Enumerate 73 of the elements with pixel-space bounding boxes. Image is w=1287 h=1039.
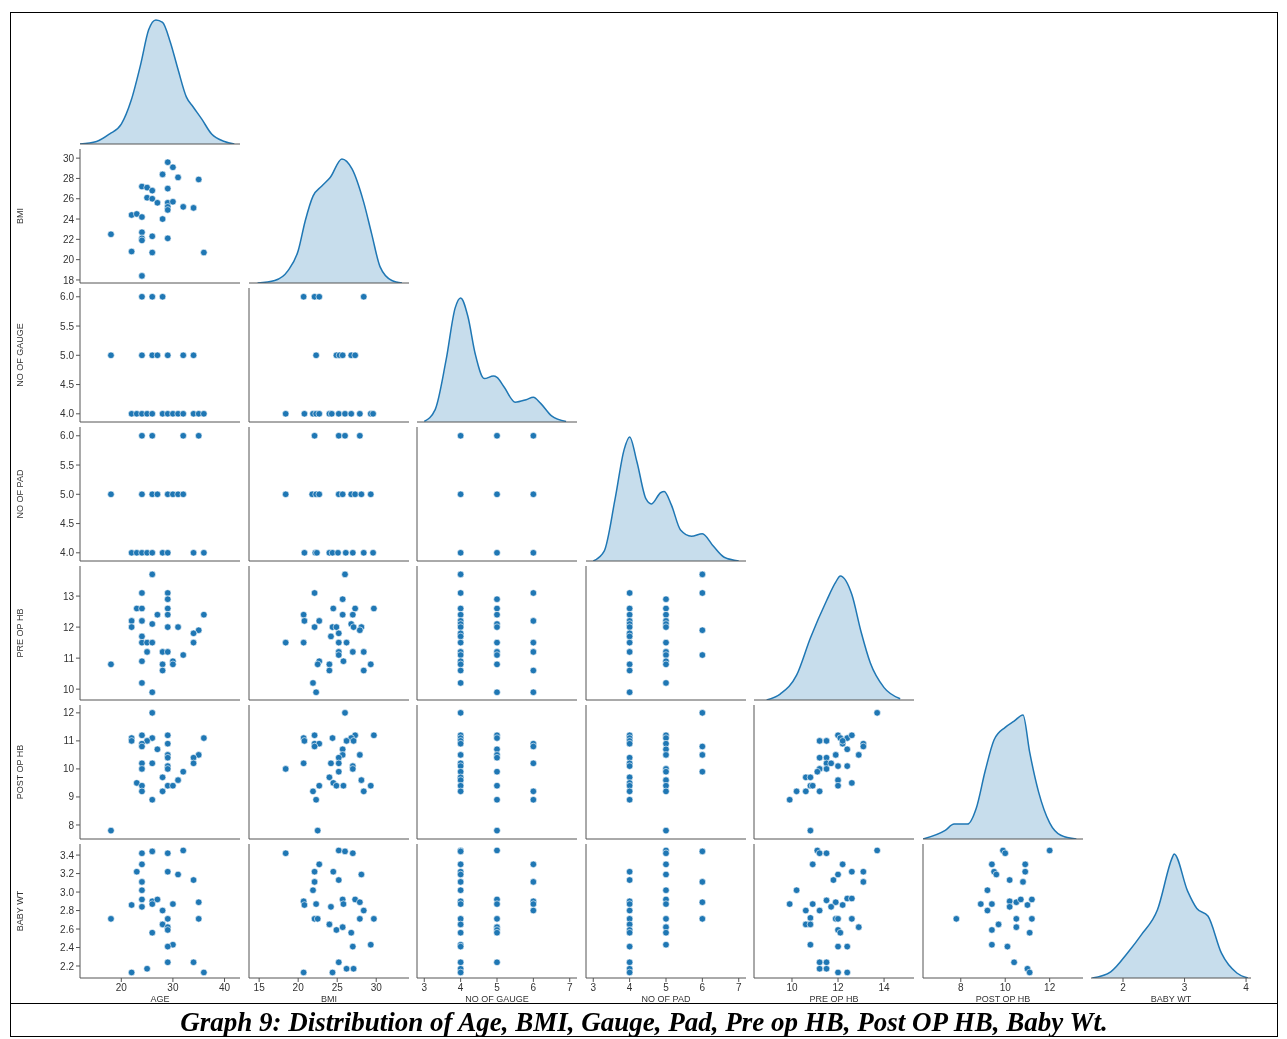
y-tick-label: 2.6 — [60, 923, 75, 935]
y-tick-label: 5.0 — [60, 488, 75, 500]
x-tick-label: 25 — [331, 982, 343, 994]
x-axis-title: AGE — [150, 994, 170, 1004]
x-tick-label: 5 — [662, 982, 669, 994]
y-tick-label: 4.5 — [60, 518, 75, 530]
x-tick-label: 4 — [457, 982, 464, 994]
x-tick-label: 7 — [735, 982, 742, 994]
caption: Graph 9: Distribution of Age, BMI, Gauge, Pad, Pre op HB, Post OP HB, Baby Wt. — [180, 1007, 1108, 1037]
x-axis-title: BMI — [320, 994, 337, 1004]
x-tick-label: 30 — [370, 982, 382, 994]
y-tick-label: 2.8 — [60, 905, 75, 917]
y-tick-label: 4.0 — [60, 408, 75, 420]
x-tick-label: 20 — [292, 982, 304, 994]
x-tick-label: 2 — [1120, 982, 1127, 994]
x-tick-label: 10 — [786, 982, 798, 994]
y-tick-label: 2.4 — [60, 942, 75, 954]
x-tick-label: 8 — [957, 982, 964, 994]
y-axis-title: PRE OP HB — [15, 608, 26, 658]
x-tick-label: 12 — [832, 982, 845, 994]
x-axis-title: BABY WT — [1150, 994, 1192, 1004]
y-tick-label: 9 — [68, 791, 75, 803]
y-axis-title: POST OP HB — [15, 744, 26, 800]
x-tick-label: 6 — [699, 982, 706, 994]
x-tick-label: 14 — [878, 982, 891, 994]
x-tick-label: 5 — [494, 982, 501, 994]
y-axis-title: NO OF GAUGE — [15, 323, 26, 387]
x-axis-title: NO OF PAD — [641, 994, 691, 1004]
y-tick-label: 6.0 — [60, 291, 75, 303]
y-tick-label: 18 — [62, 274, 75, 286]
x-tick-label: 7 — [566, 982, 573, 994]
y-tick-label: 28 — [62, 172, 75, 184]
y-tick-label: 11 — [63, 735, 75, 747]
y-tick-label: 4.5 — [60, 379, 75, 391]
y-tick-label: 13 — [62, 590, 75, 602]
y-tick-label: 11 — [63, 652, 75, 664]
y-tick-label: 26 — [62, 193, 75, 205]
y-tick-label: 20 — [62, 254, 75, 266]
y-tick-label: 24 — [62, 213, 75, 225]
x-tick-label: 30 — [167, 982, 179, 994]
y-tick-label: 5.5 — [60, 459, 75, 471]
y-tick-label: 3.4 — [60, 849, 75, 861]
y-tick-label: 12 — [62, 707, 75, 719]
y-tick-label: 6.0 — [60, 430, 75, 442]
x-tick-label: 20 — [115, 982, 128, 994]
y-tick-label: 22 — [62, 233, 75, 245]
y-tick-label: 3.0 — [60, 886, 75, 898]
y-tick-label: 4.0 — [60, 547, 75, 559]
x-tick-label: 4 — [626, 982, 633, 994]
x-tick-label: 3 — [1181, 982, 1188, 994]
y-tick-label: 10 — [62, 683, 75, 695]
y-axis-title: BMI — [15, 207, 26, 225]
y-tick-label: 12 — [62, 621, 75, 633]
y-tick-label: 3.2 — [60, 868, 75, 880]
y-tick-label: 10 — [62, 763, 75, 775]
x-tick-label: 10 — [999, 982, 1011, 994]
y-tick-label: 5.0 — [60, 349, 75, 361]
x-tick-label: 3 — [589, 982, 596, 994]
y-tick-label: 2.2 — [60, 960, 75, 972]
x-tick-label: 40 — [218, 982, 231, 994]
y-tick-label: 8 — [68, 819, 75, 831]
x-tick-label: 15 — [253, 982, 265, 994]
y-tick-label: 30 — [62, 152, 75, 164]
x-axis-title: PRE OP HB — [809, 994, 859, 1004]
y-axis-title: NO OF PAD — [15, 469, 26, 519]
x-axis-title: NO OF GAUGE — [465, 994, 529, 1004]
x-tick-label: 12 — [1043, 982, 1056, 994]
y-tick-label: 5.5 — [60, 320, 75, 332]
x-tick-label: 4 — [1243, 982, 1250, 994]
x-axis-title: POST OP HB — [975, 994, 1030, 1004]
y-axis-title: BABY WT — [15, 890, 26, 932]
x-tick-label: 3 — [421, 982, 428, 994]
x-tick-label: 6 — [530, 982, 537, 994]
